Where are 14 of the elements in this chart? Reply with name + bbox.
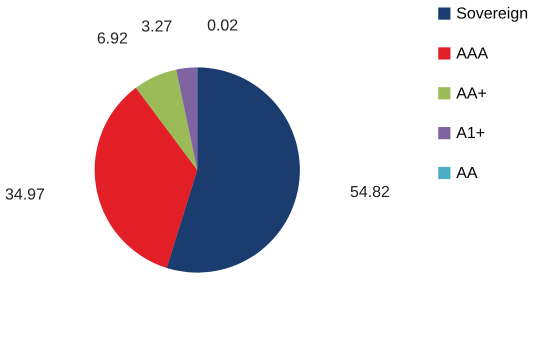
pie-slice (94, 88, 198, 268)
data-label: 34.97 (5, 186, 46, 204)
pie-slice (166, 67, 300, 272)
legend-label: Sovereign (456, 6, 528, 23)
data-label: 54.82 (350, 184, 390, 201)
legend-label: AAA (456, 45, 489, 62)
pie-slice (176, 67, 198, 170)
legend-label: AA (456, 164, 478, 182)
data-label: 3.27 (141, 18, 172, 36)
data-label: 0.02 (207, 18, 238, 35)
pie-slice (136, 70, 198, 170)
data-label: 6.92 (96, 30, 128, 48)
legend-label: AA+ (456, 85, 487, 102)
legend-label: A1+ (456, 125, 486, 142)
